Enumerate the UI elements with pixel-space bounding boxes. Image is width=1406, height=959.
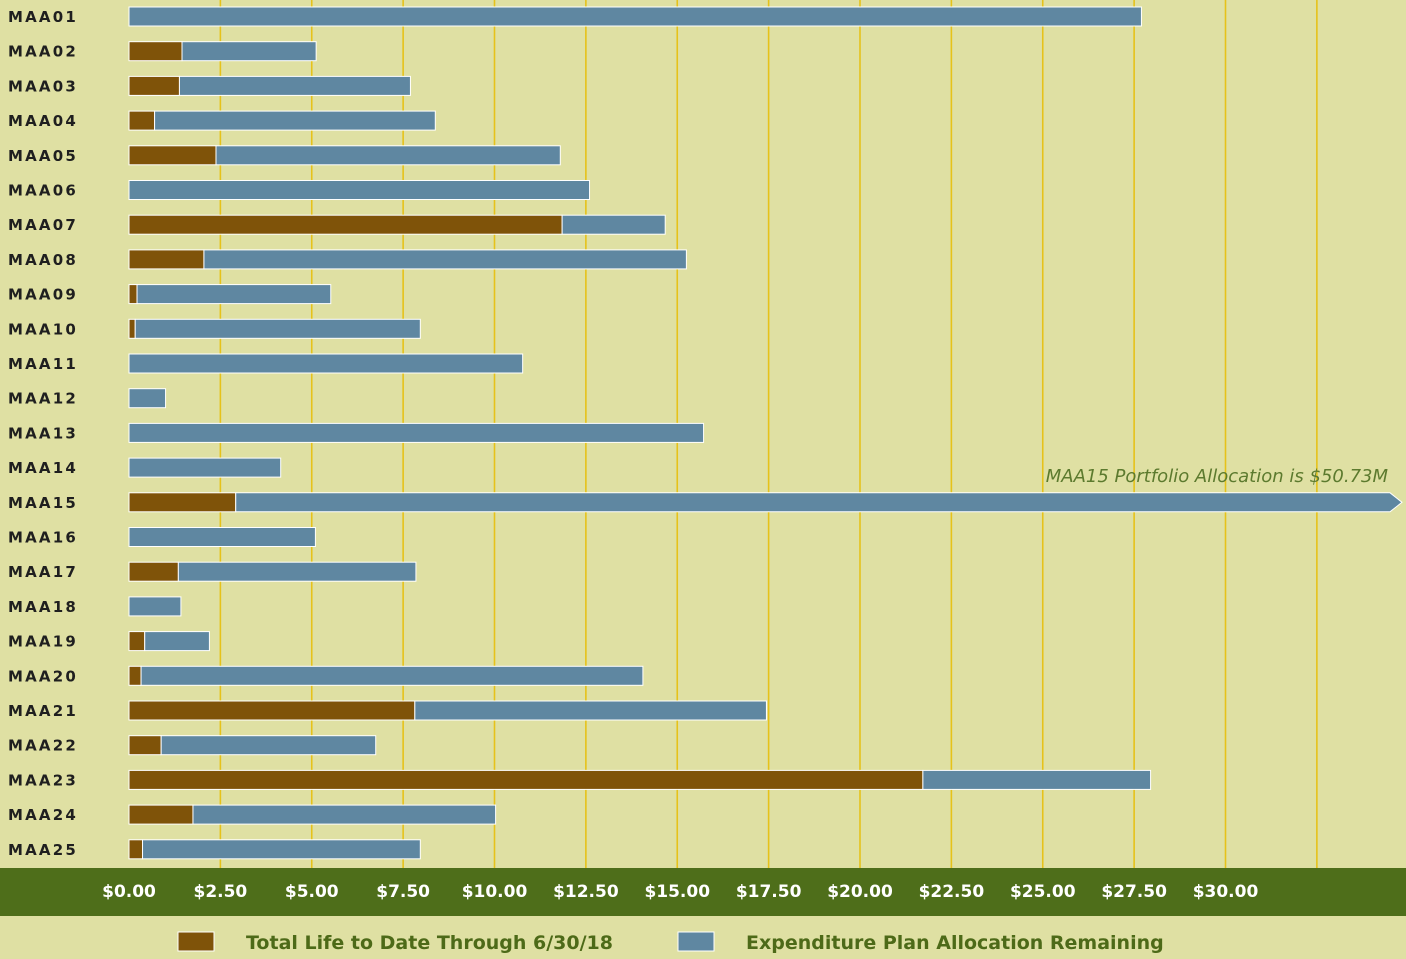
- category-label: MAA05: [8, 147, 78, 165]
- category-label: MAA08: [8, 251, 78, 269]
- category-label: MAA23: [8, 771, 78, 789]
- bar-remaining: [235, 492, 1403, 513]
- bar-remaining: [414, 700, 767, 721]
- legend-label-remaining: Expenditure Plan Allocation Remaining: [746, 932, 1164, 954]
- bar-remaining: [128, 457, 282, 478]
- category-label: MAA15: [8, 494, 78, 512]
- category-label: MAA03: [8, 77, 78, 95]
- category-label: MAA17: [8, 563, 78, 581]
- x-tick-label: $30.00: [1193, 882, 1259, 902]
- bar-remaining: [177, 561, 417, 582]
- category-label: MAA21: [8, 702, 78, 720]
- legend-swatch-remaining: [677, 931, 715, 952]
- x-tick-label: $2.50: [193, 882, 247, 902]
- bar-remaining: [154, 110, 436, 131]
- bar-remaining: [203, 249, 687, 270]
- bars: [128, 6, 1403, 860]
- bar-remaining: [922, 769, 1152, 790]
- bar-ltd: [128, 631, 146, 652]
- bar-ltd: [128, 700, 416, 721]
- category-label: MAA09: [8, 286, 78, 304]
- bar-ltd: [128, 75, 180, 96]
- bar-remaining: [215, 145, 561, 166]
- bar-ltd: [128, 318, 136, 339]
- category-label: MAA10: [8, 320, 78, 338]
- category-label: MAA13: [8, 424, 78, 442]
- x-tick-label: $0.00: [102, 882, 156, 902]
- bar-remaining: [128, 6, 1142, 27]
- bar-ltd: [128, 249, 205, 270]
- category-label: MAA11: [8, 355, 78, 373]
- bar-ltd: [128, 214, 563, 235]
- x-tick-label: $5.00: [285, 882, 339, 902]
- bar-remaining: [181, 41, 317, 62]
- category-label: MAA18: [8, 598, 78, 616]
- x-axis-ticks: $0.00 $2.50 $5.00 $7.50 $10.00 $12.50 $15.00 $1…: [102, 882, 1258, 902]
- x-tick-label: $20.00: [827, 882, 893, 902]
- bar-ltd: [128, 145, 217, 166]
- category-label: MAA19: [8, 633, 78, 651]
- x-tick-label: $10.00: [462, 882, 528, 902]
- x-tick-label: $27.50: [1101, 882, 1167, 902]
- category-label: MAA20: [8, 667, 78, 685]
- bar-ltd: [128, 769, 924, 790]
- bar-ltd: [128, 110, 156, 131]
- bar-remaining: [136, 284, 332, 305]
- category-label: MAA12: [8, 390, 78, 408]
- x-tick-label: $7.50: [376, 882, 430, 902]
- bar-remaining: [128, 596, 182, 617]
- category-label: MAA06: [8, 182, 78, 200]
- bar-remaining: [128, 180, 591, 200]
- bar-remaining: [178, 75, 411, 96]
- bar-remaining: [160, 735, 377, 756]
- bar-ltd: [128, 665, 142, 686]
- bar-ltd: [128, 492, 237, 513]
- bar-remaining: [144, 631, 210, 652]
- category-labels: MAA01 MAA02 MAA03 MAA04 MAA05 MAA06 MAA07 MAA08…: [8, 8, 78, 859]
- legend-swatch-ltd: [177, 931, 215, 952]
- category-label: MAA07: [8, 216, 78, 234]
- bar-ltd: [128, 284, 138, 305]
- bar-remaining: [128, 527, 316, 547]
- category-label: MAA25: [8, 841, 78, 859]
- bar-remaining: [128, 353, 524, 374]
- bar-remaining: [561, 214, 666, 235]
- bar-ltd: [128, 735, 162, 756]
- category-label: MAA01: [8, 8, 78, 26]
- bar-ltd: [128, 41, 183, 62]
- bar-ltd: [128, 561, 179, 582]
- x-tick-label: $17.50: [736, 882, 802, 902]
- bar-remaining: [134, 318, 421, 339]
- category-label: MAA22: [8, 737, 78, 755]
- bar-ltd: [128, 804, 194, 825]
- category-label: MAA02: [8, 43, 78, 61]
- category-label: MAA24: [8, 806, 78, 824]
- category-label: MAA14: [8, 459, 78, 477]
- category-label: MAA16: [8, 529, 78, 547]
- x-tick-label: $12.50: [553, 882, 619, 902]
- legend: Total Life to Date Through 6/30/18 Expen…: [177, 931, 1164, 954]
- x-axis-band: [0, 868, 1406, 916]
- bar-remaining: [192, 804, 497, 825]
- bar-remaining: [128, 388, 167, 409]
- bar-ltd: [128, 839, 144, 860]
- category-label: MAA04: [8, 112, 78, 130]
- bar-remaining: [128, 422, 705, 443]
- bar-remaining: [140, 665, 644, 686]
- legend-label-ltd: Total Life to Date Through 6/30/18: [246, 932, 613, 954]
- x-tick-label: $22.50: [919, 882, 985, 902]
- x-tick-label: $25.00: [1010, 882, 1076, 902]
- bar-remaining: [142, 839, 421, 860]
- maa15-annotation: MAA15 Portfolio Allocation is $50.73M: [1046, 466, 1389, 487]
- x-tick-label: $15.00: [644, 882, 710, 902]
